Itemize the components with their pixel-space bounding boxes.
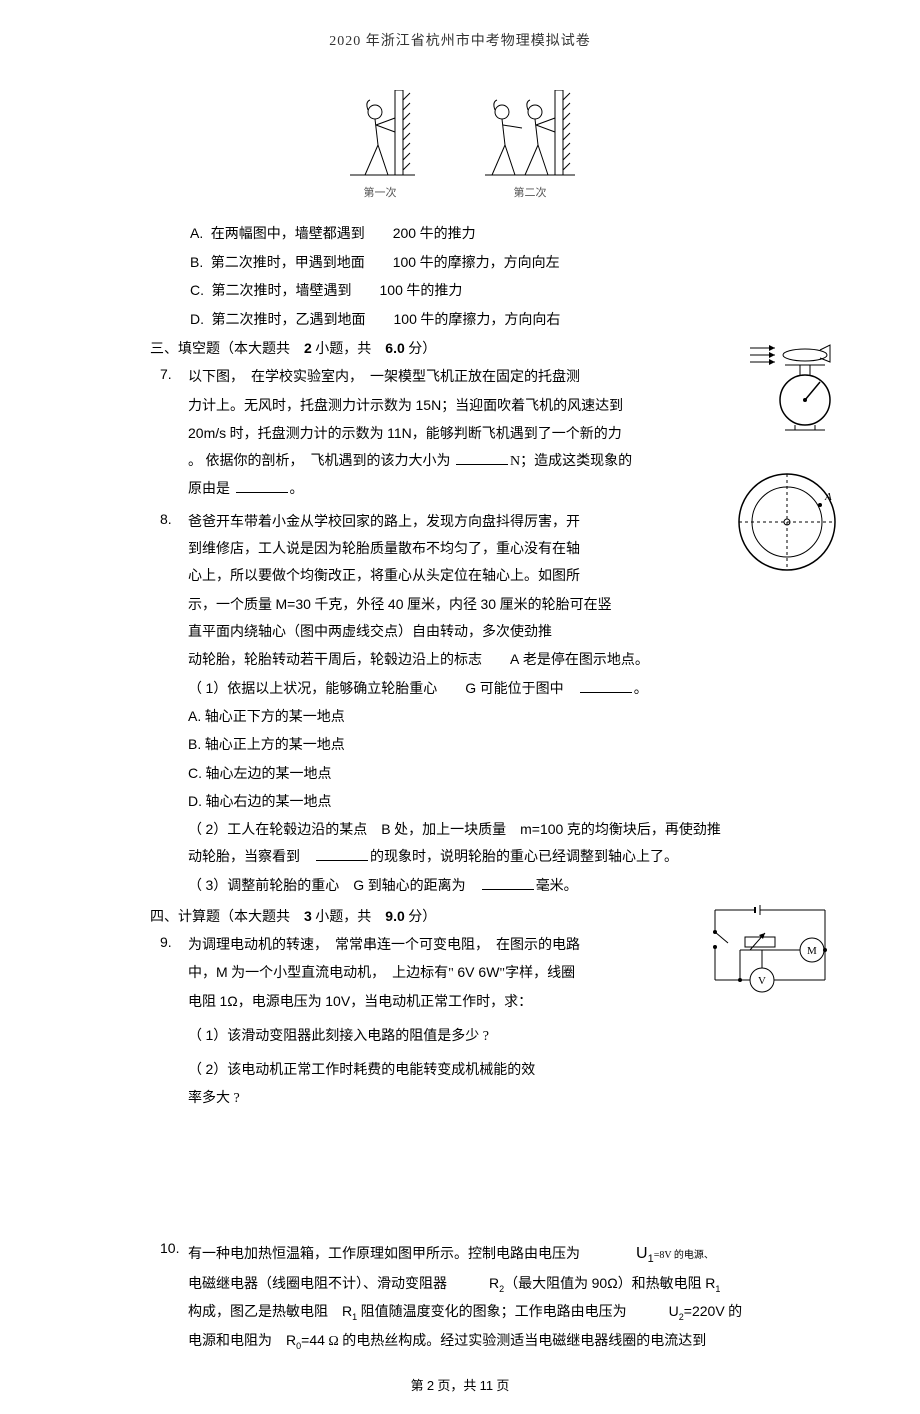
scale-plane-icon [745, 340, 840, 440]
option-b: B. 第二次推时，甲遇到地面 100 牛的摩擦力，方向向左 [190, 249, 830, 278]
circuit-icon: V M [700, 895, 840, 995]
question-10: 10. 有一种电加热恒温箱，工作原理如图甲所示。控制电路由电压为 U1=8V 的… [90, 1238, 830, 1355]
svg-text:V: V [758, 975, 766, 987]
figure-row: 第一次 [90, 90, 830, 200]
option-c: C. 第二次推时，墙壁遇到 100 牛的推力 [190, 277, 830, 306]
tire-icon: A [735, 470, 840, 575]
q9-figure: V M [700, 895, 840, 1000]
svg-text:A: A [824, 491, 832, 503]
question-7: 7. 以下图， 在学校实验室内， 一架模型飞机正放在固定的托盘测 力计上。无风时… [90, 364, 830, 502]
q7-figure [745, 340, 840, 445]
q8-number: 8. [160, 509, 188, 527]
q10-number: 10. [160, 1238, 188, 1256]
page-header: 2020 年浙江省杭州市中考物理模拟试卷 [90, 30, 830, 50]
figure-2: 第二次 [480, 90, 580, 200]
q9-number: 9. [160, 932, 188, 950]
blank [456, 453, 508, 466]
svg-text:M: M [807, 945, 817, 957]
figure-1: 第一次 [340, 90, 420, 200]
person-wall-icon-1 [340, 90, 420, 180]
option-a: A. 在两幅图中，墙壁都遇到 200 牛的推力 [190, 220, 830, 249]
option-d: D. 第二次推时，乙遇到地面 100 牛的摩擦力，方向向右 [190, 306, 830, 335]
question-8: 8. 爸爸开车带着小金从学校回家的路上，发现方向盘抖得厉害，开 到维修店，工人说… [90, 509, 830, 900]
person-wall-icon-2 [480, 90, 580, 180]
blank [236, 480, 288, 493]
q8-figure: A [735, 470, 840, 580]
q7-number: 7. [160, 364, 188, 382]
blank [316, 849, 368, 862]
fig1-caption: 第一次 [340, 184, 420, 200]
page-footer: 第 2 页，共 11 页 [90, 1375, 830, 1394]
section-3-title: 三、填空题（本大题共 2 小题，共 6.0 分） [150, 338, 830, 358]
options-block: A. 在两幅图中，墙壁都遇到 200 牛的推力 B. 第二次推时，甲遇到地面 1… [190, 220, 830, 334]
blank [482, 877, 534, 890]
blank [580, 680, 632, 693]
fig2-caption: 第二次 [480, 184, 580, 200]
